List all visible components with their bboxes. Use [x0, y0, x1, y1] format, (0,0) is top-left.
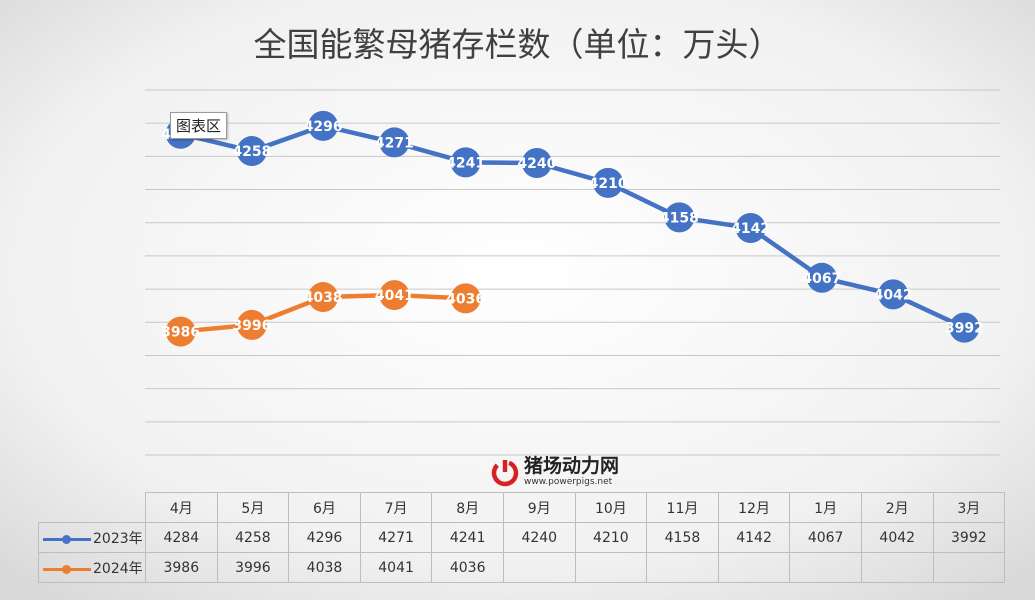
data-label: 4042: [874, 287, 913, 303]
data-point: [521, 148, 552, 178]
data-table-month-header: 2月: [860, 492, 934, 523]
data-table-cell: [646, 552, 719, 583]
data-table-cell: 4271: [359, 522, 433, 553]
data-table-month-header: 1月: [789, 492, 862, 523]
data-table-cell: 3986: [145, 552, 218, 583]
data-point: [664, 202, 695, 233]
data-table-cell: [574, 552, 648, 583]
data-table-cell: 4036: [431, 552, 504, 583]
data-label: 4036: [446, 291, 485, 307]
data-table-cell: 4284: [145, 522, 218, 553]
data-point: [236, 309, 267, 340]
legend-label: 2023年: [93, 530, 143, 547]
legend-entry: 2024年: [38, 552, 146, 583]
data-point: [878, 279, 909, 310]
data-table-cell: 4041: [359, 552, 433, 583]
data-table-cell: 4240: [502, 522, 576, 553]
data-label: 4142: [731, 221, 770, 237]
data-point: [379, 127, 410, 158]
data-table-cell: 4258: [216, 522, 290, 553]
data-table-cell: 3996: [216, 552, 290, 583]
data-table-cell: 4241: [431, 522, 504, 553]
data-table-month-header: 12月: [717, 492, 791, 523]
data-point: [806, 262, 837, 293]
data-label: 4258: [232, 144, 271, 160]
legend-swatch-icon: [43, 564, 91, 574]
data-table-header-row: 4月 5月 6月 7月 8月 9月 10月 11月 12月 1月 2月 3月: [38, 492, 1006, 523]
data-table-month-header: 6月: [288, 492, 361, 523]
data-label: 4210: [589, 176, 628, 192]
data-table-month-header: 3月: [932, 492, 1006, 523]
legend-entry: 2023年: [38, 522, 146, 553]
data-table-month-header: 8月: [431, 492, 504, 523]
data-label: 4038: [304, 290, 343, 306]
data-point: [308, 110, 339, 141]
data-point: [450, 147, 481, 178]
data-table-cell: 4067: [789, 522, 862, 553]
legend-swatch-icon: [43, 534, 91, 544]
data-table-cell: [932, 552, 1006, 583]
data-table-cell: [717, 552, 791, 583]
power-icon: [491, 459, 519, 487]
data-label: 3996: [232, 318, 271, 334]
data-label: 3986: [161, 325, 200, 341]
watermark-url: www.powerpigs.net: [524, 477, 613, 487]
chart-area-tooltip: 图表区: [170, 112, 228, 139]
data-point: [735, 213, 766, 244]
data-label: 4296: [304, 119, 343, 135]
data-table-row: 2023年 4284 4258 4296 4271 4241 4240 4210 4158 414…: [38, 522, 1006, 553]
data-point: [450, 283, 481, 314]
data-table-cell: [789, 552, 862, 583]
data-table-month-header: 4月: [145, 492, 218, 523]
data-table: 4月 5月 6月 7月 8月 9月 10月 11月 12月 1月 2月 3月 2023年 4284 425…: [38, 492, 1006, 583]
data-table-cell: 4042: [860, 522, 934, 553]
data-point: [379, 280, 410, 311]
data-table-month-header: 9月: [502, 492, 576, 523]
data-table-corner: [38, 492, 146, 523]
data-table-month-header: 7月: [359, 492, 433, 523]
data-label: 3992: [945, 321, 984, 337]
data-table-month-header: 11月: [646, 492, 719, 523]
watermark: 猪场动力网 www.powerpigs.net: [490, 454, 619, 490]
data-label: 4041: [375, 288, 414, 304]
data-label: 4241: [446, 155, 485, 171]
data-table-month-header: 5月: [216, 492, 290, 523]
data-table-cell: 4158: [646, 522, 719, 553]
data-table-cell: 4296: [288, 522, 361, 553]
data-table-cell: [502, 552, 576, 583]
data-label: 4240: [517, 156, 556, 172]
data-table-month-header: 10月: [574, 492, 648, 523]
chart-title: 全国能繁母猪存栏数（单位：万头）: [253, 25, 782, 64]
data-point: [593, 167, 624, 198]
data-table-cell: 3992: [932, 522, 1006, 553]
data-point: [165, 316, 196, 347]
gridlines: [145, 89, 1000, 456]
data-point: [236, 136, 267, 167]
data-point: [949, 312, 980, 343]
legend-label: 2024年: [93, 560, 143, 577]
data-point: [308, 282, 339, 313]
watermark-name: 猪场动力网: [524, 455, 620, 477]
data-table-cell: [860, 552, 934, 583]
data-label: 4067: [802, 271, 841, 287]
data-table-cell: 4210: [574, 522, 648, 553]
data-label: 4158: [660, 210, 699, 226]
data-table-cell: 4038: [288, 552, 361, 583]
data-table-cell: 4142: [717, 522, 791, 553]
data-table-row: 2024年 3986 3996 4038 4041 4036: [38, 552, 1006, 583]
data-label: 4271: [375, 135, 414, 151]
